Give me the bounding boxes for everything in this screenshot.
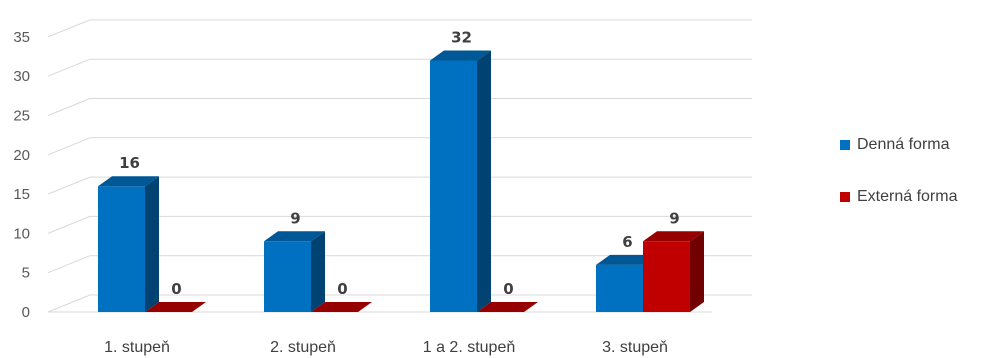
gridline-wall-15 — [47, 176, 91, 195]
bar-denna-3 — [430, 50, 491, 313]
legend-label-denna: Denná forma — [857, 136, 950, 153]
gridline-wall-25 — [47, 98, 91, 116]
legend-label-externa: Externá forma — [857, 188, 958, 205]
category-label: 1. stupeň — [104, 339, 170, 356]
y-tick-label: 25 — [13, 108, 30, 125]
category-label: 3. stupeň — [602, 339, 668, 356]
gridline-wall-30 — [47, 58, 91, 77]
data-label: 0 — [503, 280, 513, 298]
legend-item-externa: Externá forma — [840, 186, 957, 208]
y-tick-label: 30 — [13, 68, 30, 85]
category-label: 1 a 2. stupeň — [423, 339, 516, 356]
y-tick-label: 5 — [22, 265, 30, 282]
legend: Denná forma Externá forma — [840, 134, 957, 238]
y-tick-label: 0 — [22, 304, 30, 321]
data-label: 9 — [290, 209, 300, 227]
bar-denna-1 — [98, 176, 159, 312]
data-labels: 16 0 9 0 32 0 6 9 — [119, 28, 680, 298]
gridline-wall-10 — [47, 215, 91, 234]
data-label: 0 — [337, 280, 347, 298]
category-label: 2. stupeň — [270, 339, 336, 356]
gridlines — [47, 19, 752, 313]
data-label: 6 — [622, 233, 632, 251]
bars — [98, 50, 704, 313]
y-axis-ticks: 0 5 10 15 20 25 30 35 — [13, 29, 30, 321]
y-tick-label: 10 — [13, 225, 30, 242]
data-label: 9 — [669, 209, 679, 227]
data-label: 16 — [119, 154, 140, 172]
bar-externa-1 — [145, 302, 206, 312]
bar-externa-4 — [643, 231, 704, 312]
data-label: 32 — [451, 28, 472, 46]
gridline-wall-0 — [47, 294, 91, 313]
y-tick-label: 35 — [13, 29, 30, 46]
data-label: 0 — [171, 280, 181, 298]
bar-denna-2 — [264, 231, 325, 312]
gridline-wall-35 — [47, 19, 91, 38]
gridline-wall-5 — [47, 255, 91, 274]
x-axis-categories: 1. stupeň 2. stupeň 1 a 2. stupeň 3. stupeň — [104, 339, 668, 356]
y-tick-label: 20 — [13, 147, 30, 164]
legend-swatch-denna — [840, 140, 850, 150]
legend-swatch-externa — [840, 192, 850, 202]
legend-item-denna: Denná forma — [840, 134, 957, 156]
gridline-wall-20 — [47, 137, 91, 156]
bar-externa-2 — [311, 302, 372, 312]
y-tick-label: 15 — [13, 186, 30, 203]
bar-externa-3 — [477, 302, 538, 312]
